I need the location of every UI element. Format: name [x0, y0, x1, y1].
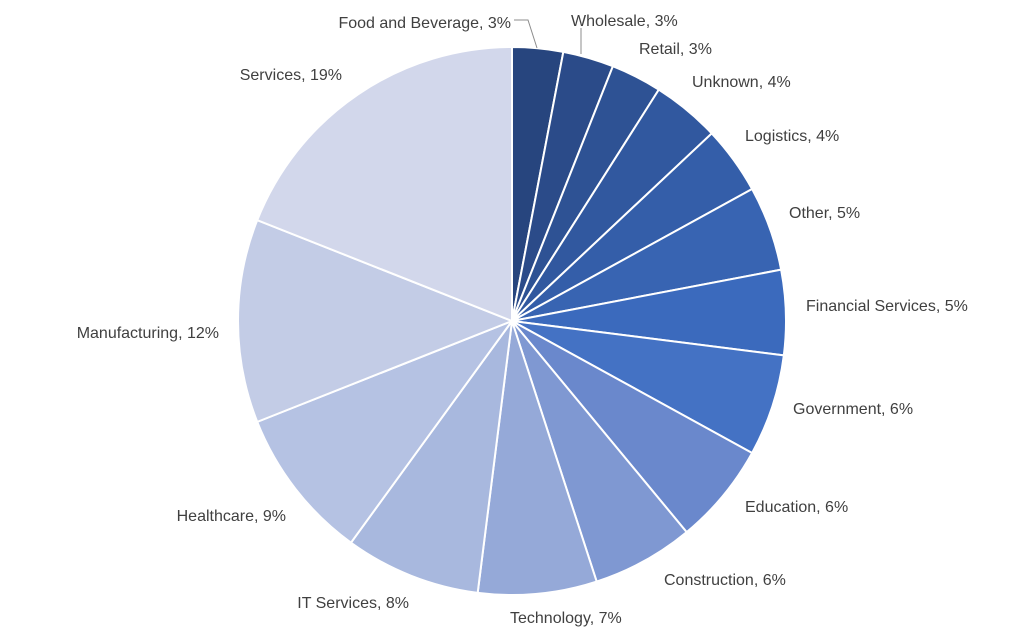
pie-slice-services	[255, 45, 513, 323]
slice-label-it-services: IT Services, 8%	[297, 595, 409, 612]
leader-line-food-and-beverage	[514, 19, 538, 49]
slice-label-wholesale: Wholesale, 3%	[571, 13, 678, 30]
pie-slices	[237, 45, 787, 596]
slice-label-technology: Technology, 7%	[510, 610, 622, 627]
slice-label-manufacturing: Manufacturing, 12%	[77, 325, 219, 342]
slice-label-unknown: Unknown, 4%	[692, 74, 791, 91]
pie-slice-technology	[476, 320, 598, 596]
slice-label-education: Education, 6%	[745, 499, 848, 516]
slice-labels: Food and Beverage, 3% Wholesale, 3% Retail…	[77, 13, 968, 627]
slice-label-healthcare: Healthcare, 9%	[177, 508, 286, 525]
slice-label-retail: Retail, 3%	[639, 41, 712, 58]
slice-label-food-and-beverage: Food and Beverage, 3%	[338, 15, 511, 32]
pie-slice-healthcare	[255, 318, 515, 545]
slice-label-construction: Construction, 6%	[664, 572, 786, 589]
slice-label-government: Government, 6%	[793, 401, 913, 418]
slice-label-financial-services: Financial Services, 5%	[806, 298, 968, 315]
slice-label-logistics: Logistics, 4%	[745, 128, 839, 145]
pie-slice-it-services	[349, 320, 513, 594]
slice-label-services: Services, 19%	[240, 67, 342, 84]
pie-slice-manufacturing	[237, 218, 515, 424]
slice-label-other: Other, 5%	[789, 205, 860, 222]
leader-lines	[514, 19, 582, 54]
